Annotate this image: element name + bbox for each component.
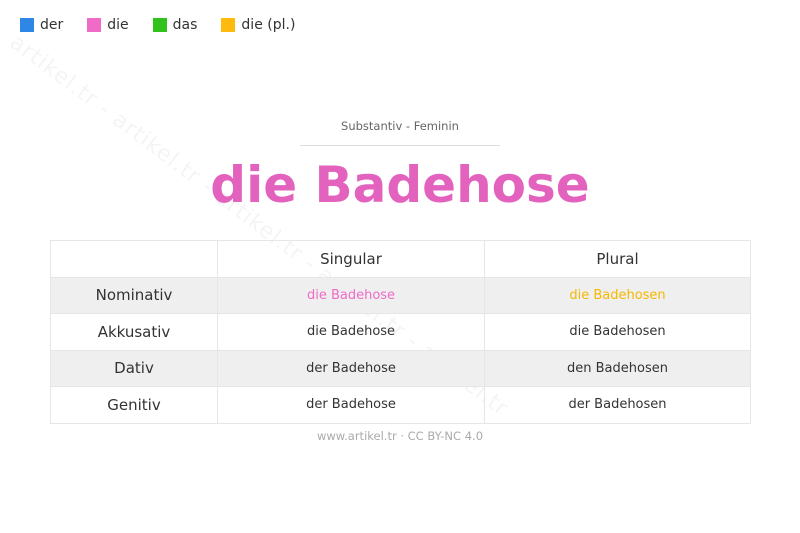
- plural-cell: die Badehosen: [484, 313, 751, 351]
- page-title: die Badehose: [210, 156, 590, 214]
- legend-item-das: das: [152, 17, 198, 33]
- gender-legend: der die das die (pl.): [20, 17, 295, 33]
- legend-label: die (pl.): [241, 17, 296, 33]
- declension-table: Singular Plural Nominativ die Badehose d…: [50, 240, 751, 424]
- plural-cell: die Badehosen: [484, 276, 751, 314]
- singular-cell: der Badehose: [217, 349, 485, 387]
- legend-label: das: [172, 17, 198, 33]
- plural-cell: den Badehosen: [484, 349, 751, 387]
- case-label: Akkusativ: [50, 313, 218, 351]
- header-plural: Plural: [484, 240, 751, 278]
- header-singular: Singular: [217, 240, 485, 278]
- case-label: Dativ: [50, 349, 218, 387]
- table-row: Nominativ die Badehose die Badehosen: [50, 276, 751, 314]
- singular-cell: der Badehose: [217, 386, 485, 424]
- table-header-row: Singular Plural: [50, 240, 751, 278]
- header-empty: [50, 240, 218, 278]
- singular-cell: die Badehose: [217, 276, 485, 314]
- legend-item-die: die: [87, 17, 129, 33]
- case-label: Nominativ: [50, 276, 218, 314]
- der-color-swatch: [20, 18, 34, 32]
- table-row: Dativ der Badehose den Badehosen: [50, 349, 751, 387]
- footer-credit: www.artikel.tr · CC BY-NC 4.0: [316, 429, 484, 443]
- table-row: Akkusativ die Badehose die Badehosen: [50, 313, 751, 351]
- table-row: Genitiv der Badehose der Badehosen: [50, 386, 751, 424]
- legend-label: die: [107, 17, 129, 33]
- legend-item-plural: die (pl.): [221, 17, 295, 33]
- singular-cell: die Badehose: [217, 313, 485, 351]
- das-color-swatch: [152, 18, 167, 32]
- legend-item-der: der: [20, 17, 63, 33]
- plural-cell: der Badehosen: [484, 386, 751, 424]
- die-color-swatch: [87, 18, 102, 32]
- legend-label: der: [40, 17, 64, 33]
- case-label: Genitiv: [50, 386, 218, 424]
- divider: [300, 145, 500, 146]
- plural-color-swatch: [221, 18, 236, 32]
- word-type-subtitle: Substantiv - Feminin: [341, 119, 459, 133]
